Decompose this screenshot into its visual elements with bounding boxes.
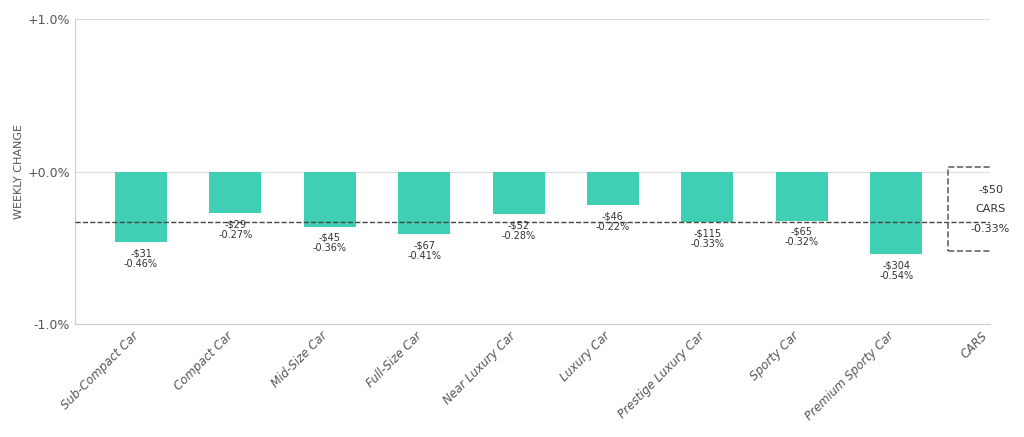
Text: -0.54%: -0.54%: [879, 271, 913, 281]
Y-axis label: WEEKLY CHANGE: WEEKLY CHANGE: [14, 124, 24, 219]
Bar: [493, 172, 545, 215]
Text: -$45: -$45: [318, 233, 341, 243]
Text: -$67: -$67: [413, 240, 435, 250]
Text: -0.28%: -0.28%: [502, 231, 536, 241]
Bar: [587, 172, 639, 205]
Text: -$29: -$29: [224, 219, 247, 229]
Text: -0.46%: -0.46%: [124, 259, 158, 269]
Text: -0.22%: -0.22%: [596, 222, 630, 232]
Bar: [870, 172, 922, 254]
Bar: [398, 172, 451, 234]
Text: -0.36%: -0.36%: [312, 243, 347, 253]
Bar: [115, 172, 167, 242]
Bar: [304, 172, 355, 227]
Text: -0.33%: -0.33%: [971, 224, 1010, 234]
Bar: [210, 172, 261, 213]
Text: -$46: -$46: [602, 212, 624, 222]
Text: -0.41%: -0.41%: [408, 251, 441, 261]
Text: -$50: -$50: [978, 184, 1002, 194]
Text: -$304: -$304: [882, 260, 910, 271]
Text: -0.32%: -0.32%: [784, 237, 819, 247]
Text: -$52: -$52: [508, 221, 529, 231]
Text: -0.33%: -0.33%: [690, 239, 724, 249]
Text: -0.27%: -0.27%: [218, 230, 253, 240]
Text: -$31: -$31: [130, 248, 152, 258]
Text: -$65: -$65: [791, 227, 813, 237]
Bar: [681, 172, 733, 222]
Text: -$115: -$115: [693, 228, 721, 238]
Text: CARS: CARS: [976, 204, 1006, 214]
Bar: [948, 167, 1024, 251]
Bar: [776, 172, 827, 221]
